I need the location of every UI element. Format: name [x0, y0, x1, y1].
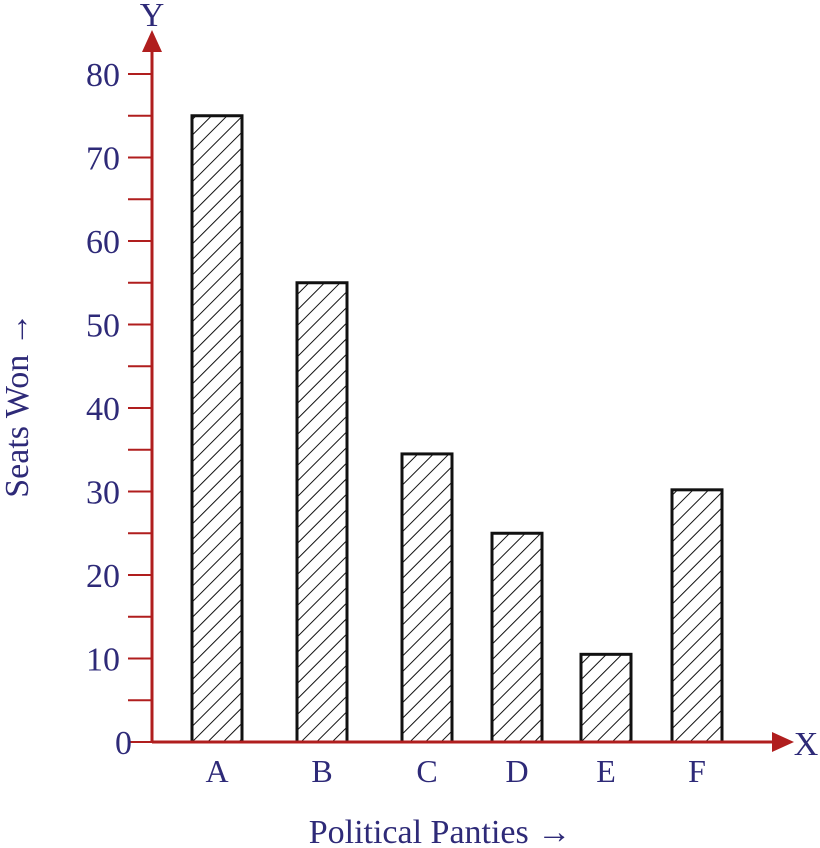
y-tick-label: 60 — [86, 224, 120, 261]
bar-e — [579, 652, 633, 744]
x-category-label: D — [505, 753, 528, 789]
ticks-layer: 0 10 20 30 40 50 60 70 80 A B C D E F — [86, 57, 706, 789]
x-axis-title: Political Panties → — [309, 814, 572, 848]
y-tick-label: 50 — [86, 308, 120, 345]
x-category-label: A — [205, 753, 228, 789]
y-axis-letter: Y — [140, 0, 165, 34]
bar-d — [490, 531, 544, 744]
bar-f — [670, 488, 724, 744]
y-tick-label: 20 — [86, 558, 120, 595]
y-tick-label: 0 — [115, 725, 132, 762]
x-axis-arrowhead — [772, 732, 794, 752]
bar-a — [190, 114, 244, 744]
bar-c — [400, 452, 454, 744]
x-axis-letter: X — [794, 726, 819, 763]
y-axis-title: Seats Won → — [0, 312, 36, 498]
y-tick-label: 80 — [86, 57, 120, 94]
y-tick-label: 30 — [86, 475, 120, 512]
bar-b — [295, 281, 349, 744]
x-category-label: E — [596, 753, 616, 789]
x-category-label: C — [416, 753, 437, 789]
x-category-label: B — [311, 753, 332, 789]
y-axis-arrowhead — [142, 30, 162, 52]
x-category-label: F — [688, 753, 706, 789]
y-tick-label: 10 — [86, 642, 120, 679]
y-tick-label: 40 — [86, 391, 120, 428]
y-tick-label: 70 — [86, 141, 120, 178]
bars-layer — [190, 114, 724, 744]
